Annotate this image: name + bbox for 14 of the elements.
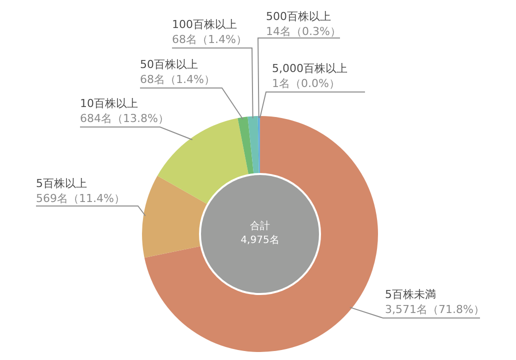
data-label: 14名（0.3%） bbox=[266, 25, 341, 38]
data-label: 68名（1.4%） bbox=[140, 73, 215, 86]
data-label: 684名（13.8%） bbox=[80, 112, 169, 125]
slice-label: 10百株以上 bbox=[80, 97, 138, 110]
slice-label: 50百株以上 bbox=[140, 58, 198, 71]
slice-label: 5百株以上 bbox=[36, 177, 87, 190]
data-label: 569名（11.4%） bbox=[36, 192, 125, 205]
slice-label: 100百株以上 bbox=[172, 18, 237, 31]
slice-label: 500百株以上 bbox=[266, 10, 331, 23]
data-label: 3,571名（71.8%） bbox=[385, 303, 484, 316]
data-label: 68名（1.4%） bbox=[172, 33, 247, 46]
slice-label: 5百株未満 bbox=[385, 288, 436, 301]
slice-label: 5,000百株以上 bbox=[272, 62, 348, 75]
data-label: 1名（0.0%） bbox=[272, 77, 340, 90]
